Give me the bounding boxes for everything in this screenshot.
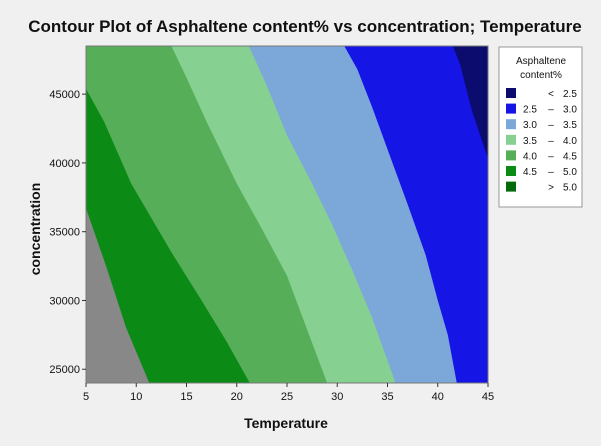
y-tick-label: 40000 <box>49 158 80 170</box>
legend-value-high: 4.5 <box>563 151 577 162</box>
axis-ticks: 5 10 15 20 25 30 35 40 45 25000 30000 35000 40000 450… <box>49 89 494 403</box>
legend-title-line1: Asphaltene <box>516 56 566 67</box>
legend-operator: > <box>548 183 554 194</box>
legend-operator: – <box>548 151 554 162</box>
band-ge-4-5 <box>86 88 250 383</box>
legend-value: 5.0 <box>563 183 577 194</box>
legend: Asphaltene content% <2.52.5–3.03.0–3.53.… <box>498 46 583 208</box>
x-tick-label: 30 <box>331 391 343 403</box>
legend-value-high: 4.0 <box>563 136 577 147</box>
legend-operator: – <box>548 105 554 116</box>
legend-value-low: 4.5 <box>523 167 537 178</box>
legend-operator: < <box>548 89 554 100</box>
legend-swatch <box>506 134 516 145</box>
x-axis-label: Temperature <box>244 415 328 431</box>
y-tick-label: 35000 <box>49 227 80 239</box>
y-tick-label: 45000 <box>49 89 80 101</box>
legend-swatch <box>506 150 516 161</box>
legend-value: 2.5 <box>563 89 577 100</box>
legend-swatch <box>506 88 516 98</box>
legend-operator: – <box>548 120 554 131</box>
legend-operator: – <box>548 167 554 178</box>
x-tick-label: 20 <box>231 391 243 403</box>
legend-value-low: 3.0 <box>523 120 537 131</box>
legend-swatch <box>506 119 516 130</box>
legend-operator: – <box>548 136 554 147</box>
plot-area <box>85 45 489 384</box>
y-axis-label: concentration <box>27 183 43 276</box>
x-tick-label: 45 <box>482 391 494 403</box>
x-tick-label: 40 <box>432 391 444 403</box>
legend-swatch <box>506 181 516 192</box>
legend-value-high: 3.0 <box>563 105 577 116</box>
legend-swatch <box>506 103 516 114</box>
legend-value-high: 3.5 <box>563 120 577 131</box>
legend-title-line2: content% <box>520 70 562 81</box>
legend-value-high: 5.0 <box>563 167 577 178</box>
legend-value-low: 4.0 <box>523 151 537 162</box>
y-tick-label: 30000 <box>49 295 80 307</box>
x-tick-label: 10 <box>130 391 142 403</box>
x-tick-label: 35 <box>381 391 393 403</box>
x-tick-label: 25 <box>281 391 293 403</box>
legend-value-low: 2.5 <box>523 105 537 116</box>
band-ge-5 <box>86 208 150 383</box>
legend-swatch <box>506 166 516 176</box>
y-tick-label: 25000 <box>49 364 80 376</box>
chart-title: Contour Plot of Asphaltene content% vs c… <box>28 17 582 36</box>
legend-value-low: 3.5 <box>523 136 537 147</box>
x-tick-label: 15 <box>180 391 192 403</box>
legend-items: <2.52.5–3.03.0–3.53.5–4.04.0–4.54.5–5.0>… <box>506 88 577 194</box>
x-tick-label: 5 <box>83 391 89 403</box>
